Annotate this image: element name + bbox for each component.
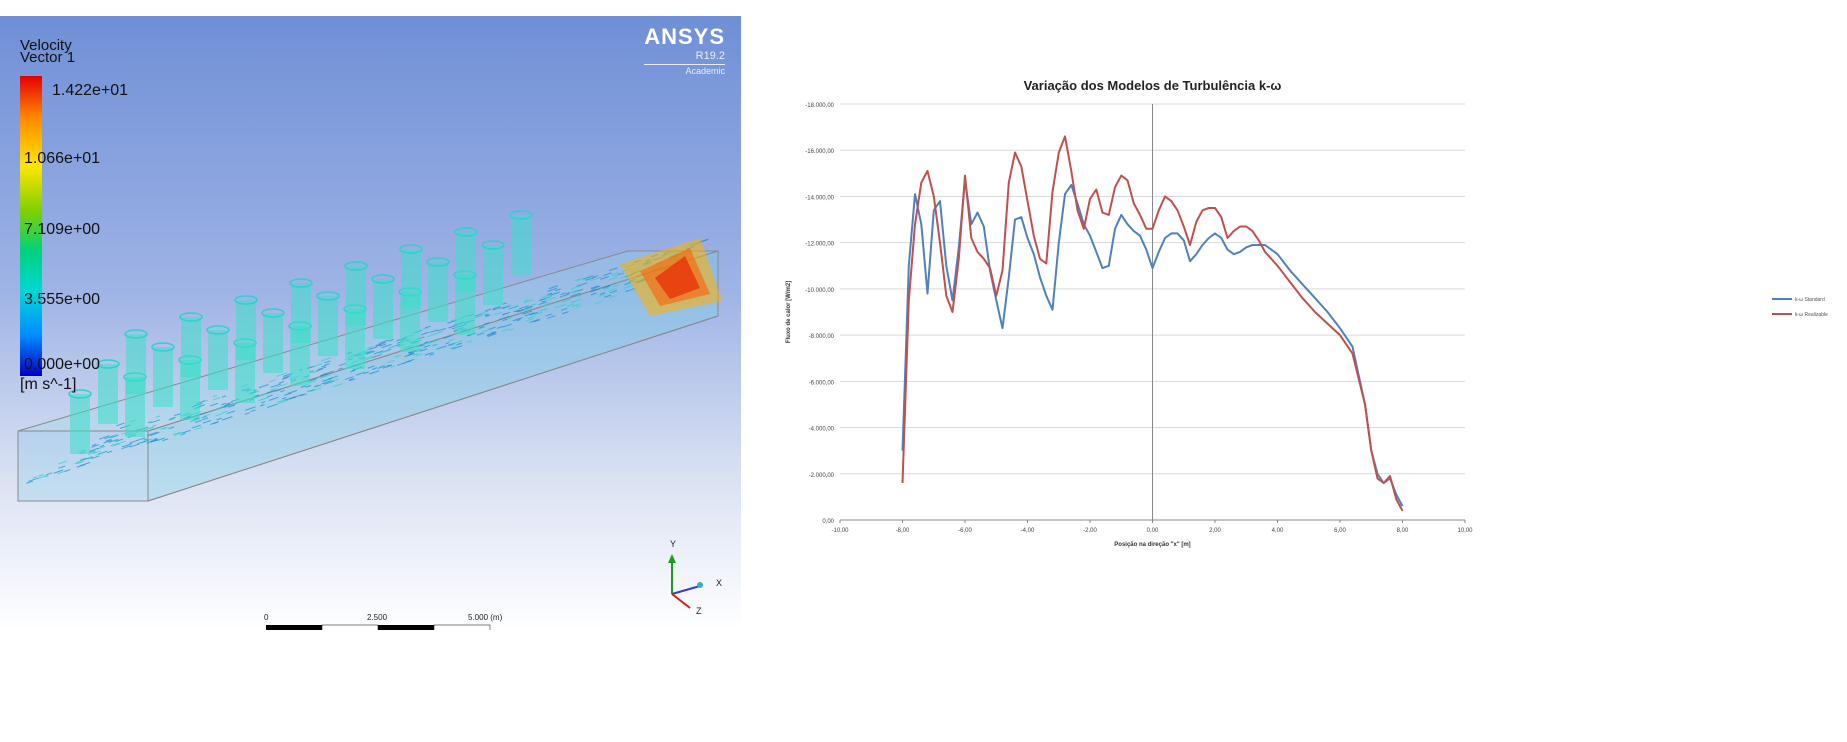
legend-subtitle: Vector 1 bbox=[20, 50, 75, 65]
tube-cylinder bbox=[208, 330, 228, 390]
legend-label: k-ω Standard bbox=[1795, 297, 1825, 303]
tube-cylinder bbox=[483, 245, 503, 305]
scale-bar bbox=[266, 625, 490, 630]
y-tick-label: -8.000,00 bbox=[809, 334, 835, 340]
tube-cylinder bbox=[98, 364, 118, 424]
x-tick-label: -2,00 bbox=[1083, 528, 1097, 534]
tube-cylinder bbox=[126, 334, 146, 394]
y-tick-label: -2.000,00 bbox=[809, 473, 835, 479]
x-tick-label: -4,00 bbox=[1021, 528, 1035, 534]
cfd-geometry bbox=[0, 16, 741, 630]
axis-triad bbox=[668, 554, 703, 608]
colorbar-min-label: 0.000e+00 bbox=[24, 356, 100, 374]
scale-label: 5.000 (m) bbox=[468, 613, 502, 622]
x-tick-label: -10,00 bbox=[831, 528, 849, 534]
y-tick-label: -16.000,00 bbox=[805, 149, 834, 155]
x-tick-label: -8,00 bbox=[896, 528, 910, 534]
y-tick-label: -6.000,00 bbox=[809, 380, 835, 386]
axis-label-y: Y bbox=[670, 539, 676, 549]
colorbar-label: 1.066e+01 bbox=[24, 150, 100, 168]
legend-label: k-ω Realizable bbox=[1795, 312, 1828, 318]
y-tick-label: -12.000,00 bbox=[805, 242, 834, 248]
colorbar-label: 7.109e+00 bbox=[24, 221, 100, 239]
y-tick-label: -10.000,00 bbox=[805, 288, 834, 294]
x-tick-label: 4,00 bbox=[1272, 528, 1284, 534]
tube-cylinder bbox=[291, 283, 311, 343]
colorbar-unit: [m s^-1] bbox=[20, 376, 76, 394]
x-tick-label: 0,00 bbox=[1147, 528, 1159, 534]
axis-label-z: Z bbox=[696, 606, 702, 616]
scale-label: 0 bbox=[264, 613, 268, 622]
tube-cylinder bbox=[428, 262, 448, 322]
y-tick-label: -4.000,00 bbox=[809, 427, 835, 433]
y-tick-label: 0,00 bbox=[822, 519, 834, 525]
ansys-logo-name: ANSYS bbox=[644, 24, 725, 50]
tube-cylinder bbox=[153, 347, 173, 407]
tube-cylinder bbox=[456, 232, 476, 292]
tube-cylinder bbox=[511, 215, 531, 275]
tube-cylinder bbox=[346, 266, 366, 326]
x-tick-label: 6,00 bbox=[1334, 528, 1346, 534]
tube-cylinder bbox=[318, 296, 338, 356]
y-tick-label: -14.000,00 bbox=[805, 195, 834, 201]
scale-label: 2.500 bbox=[367, 613, 387, 622]
x-tick-label: 10,00 bbox=[1457, 528, 1473, 534]
colorbar-label: 3.555e+00 bbox=[24, 291, 100, 309]
chart-title: Variação dos Modelos de Turbulência k-ω bbox=[1024, 78, 1282, 93]
colorbar-max-label: 1.422e+01 bbox=[52, 82, 128, 100]
x-tick-label: 2,00 bbox=[1209, 528, 1221, 534]
heat-flux-chart: Variação dos Modelos de Turbulência k-ω 0… bbox=[760, 70, 1847, 670]
ansys-logo-version: R19.2 bbox=[644, 50, 725, 62]
chart-svg: Variação dos Modelos de Turbulência k-ω 0… bbox=[760, 70, 1847, 670]
ansys-logo: ANSYS R19.2 Academic bbox=[644, 24, 725, 76]
tube-cylinder bbox=[373, 279, 393, 339]
tube-cylinder bbox=[181, 317, 201, 377]
y-axis-title: Fluxo de calor [W/m2] bbox=[786, 281, 792, 343]
axis-label-x: X bbox=[716, 578, 722, 588]
x-tick-label: 8,00 bbox=[1397, 528, 1409, 534]
tube-cylinder bbox=[401, 249, 421, 309]
y-tick-label: -18.000,00 bbox=[805, 103, 834, 109]
x-tick-label: -6,00 bbox=[958, 528, 972, 534]
tube-cylinder bbox=[70, 394, 90, 454]
cfd-velocity-render: Velocity Vector 1 1.422e+01 1.066e+01 7.… bbox=[0, 16, 741, 630]
ansys-logo-edition: Academic bbox=[644, 64, 725, 76]
tube-cylinder bbox=[263, 313, 283, 373]
tube-cylinder bbox=[236, 300, 256, 360]
x-axis-title: Posição na direção "x" [m] bbox=[1114, 542, 1190, 548]
